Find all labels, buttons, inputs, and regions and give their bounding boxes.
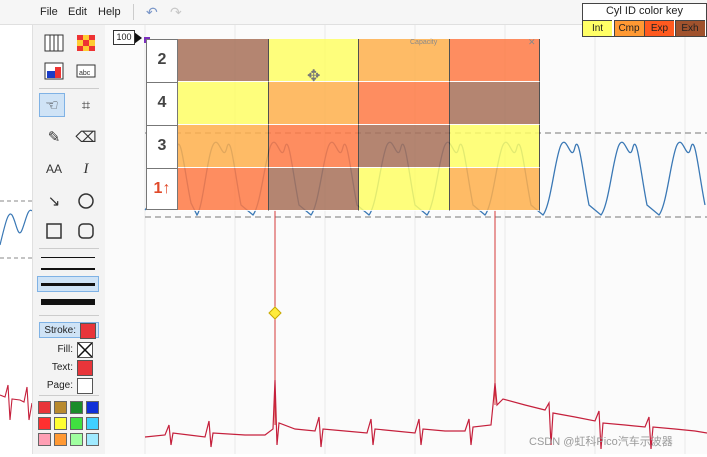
page-color-swatch[interactable] — [77, 378, 93, 394]
stroke-cell[interactable] — [178, 82, 269, 125]
select-hand-icon[interactable]: ☜ — [39, 93, 65, 117]
arrow-icon[interactable]: ↘ — [47, 193, 61, 210]
cylinder-label: 2 — [157, 51, 167, 68]
color-swatch[interactable] — [38, 401, 51, 414]
cylinder-label-first: 1↑ — [153, 180, 171, 197]
zoom-level-box[interactable]: 100 — [113, 30, 135, 45]
menu-edit[interactable]: Edit — [68, 6, 87, 18]
pen-icon[interactable]: ✎ — [47, 129, 61, 146]
red-waveform — [144, 379, 707, 450]
rectangle-icon[interactable] — [41, 219, 67, 243]
toolbar-divider — [133, 4, 134, 20]
stroke-row[interactable]: Stroke: — [39, 322, 99, 339]
cylinder-labels: 2 4 3 1↑ — [146, 39, 178, 210]
color-grid-icon[interactable] — [73, 31, 99, 55]
palette-divider — [39, 248, 99, 249]
color-swatch[interactable] — [86, 417, 99, 430]
rounded-rectangle-icon[interactable] — [73, 219, 99, 243]
view-bars-icon[interactable] — [41, 31, 67, 55]
capacity-label: Capacity — [410, 39, 438, 46]
stroke-cell[interactable] — [269, 125, 359, 168]
stroke-cell[interactable] — [359, 39, 450, 82]
color-swatch[interactable] — [38, 433, 51, 446]
tool-palette: abc ☜ ⌗ ✎ ⌫ AA I ↘ Stroke: Fill: Text: P… — [32, 25, 106, 454]
page-color-row[interactable]: Page: — [41, 378, 101, 394]
stroke-cell[interactable] — [359, 168, 450, 211]
cylinder-label: 4 — [157, 94, 167, 111]
stroke-cell[interactable] — [178, 125, 269, 168]
stroke-cell[interactable] — [269, 39, 359, 82]
color-key-exh: Exh — [674, 20, 705, 36]
color-key-exp: Exp — [644, 20, 674, 36]
stroke-label: Stroke: — [44, 325, 76, 336]
menu-file[interactable]: File — [40, 6, 58, 18]
cylinder-stroke-grid[interactable] — [178, 39, 540, 211]
stroke-cell[interactable] — [450, 82, 540, 125]
color-swatch[interactable] — [38, 417, 51, 430]
line-width-heavy[interactable] — [41, 299, 95, 305]
text-color-label: Text: — [51, 362, 73, 373]
palette-divider — [39, 315, 99, 316]
color-swatch[interactable] — [70, 433, 83, 446]
color-swatch[interactable] — [54, 401, 67, 414]
crop-icon[interactable]: ⌗ — [81, 96, 91, 114]
color-swatch[interactable] — [70, 401, 83, 414]
svg-text:abc: abc — [79, 70, 91, 77]
stroke-cell[interactable] — [269, 168, 359, 211]
eraser-icon[interactable]: ⌫ — [75, 129, 97, 146]
line-width-thin[interactable] — [41, 257, 95, 258]
stroke-cell[interactable] — [359, 82, 450, 125]
color-key-int: Int — [583, 20, 612, 36]
stroke-cell[interactable] — [178, 39, 269, 82]
menu-help[interactable]: Help — [98, 6, 121, 18]
ellipse-icon[interactable] — [73, 189, 99, 213]
text-box-icon[interactable]: abc — [73, 59, 99, 83]
color-swatch[interactable] — [86, 401, 99, 414]
move-icon[interactable]: ✥ — [307, 68, 321, 85]
stroke-cell[interactable] — [178, 168, 269, 211]
page-color-label: Page: — [46, 380, 73, 391]
undo-icon[interactable]: ↶ — [146, 4, 158, 20]
italic-text-icon[interactable]: I — [83, 160, 89, 177]
cylinder-label: 3 — [157, 137, 167, 154]
watermark: CSDN @虹科Pico汽车示波器 — [529, 436, 673, 448]
color-swatch[interactable] — [54, 433, 67, 446]
line-width-thick[interactable] — [41, 283, 95, 286]
stroke-cell[interactable] — [450, 168, 540, 211]
fill-label: Fill: — [57, 344, 73, 355]
ruler-handle-diamond — [268, 306, 282, 320]
close-icon[interactable]: ✕ — [528, 37, 536, 47]
palette-divider — [39, 395, 99, 396]
redo-icon[interactable]: ↷ — [170, 4, 182, 20]
stroke-color-swatch[interactable] — [80, 323, 96, 339]
color-swatch[interactable] — [86, 433, 99, 446]
stroke-cell[interactable] — [450, 39, 540, 82]
color-key-title: Cyl ID color key — [605, 5, 684, 17]
cyl-id-color-key: Cyl ID color key Int Cmp Exp Exh — [582, 3, 707, 37]
stroke-cell[interactable] — [359, 125, 450, 168]
text-color-row[interactable]: Text: — [41, 360, 101, 376]
palette-divider — [39, 88, 99, 89]
left-edge-strip — [0, 25, 33, 454]
left-waveform-fragment — [0, 200, 33, 421]
image-icon[interactable] — [41, 59, 67, 83]
color-swatch[interactable] — [70, 417, 83, 430]
fill-none-swatch-icon[interactable] — [77, 342, 93, 358]
trigger-arrow-icon — [134, 32, 142, 44]
stroke-cell[interactable] — [450, 125, 540, 168]
font-size-icon[interactable]: AA — [45, 162, 62, 176]
text-color-swatch[interactable] — [77, 360, 93, 376]
color-swatch[interactable] — [54, 417, 67, 430]
color-key-cmp: Cmp — [613, 20, 644, 36]
line-width-medium[interactable] — [41, 268, 95, 270]
stroke-cell[interactable] — [269, 82, 359, 125]
fill-row[interactable]: Fill: — [41, 342, 101, 358]
